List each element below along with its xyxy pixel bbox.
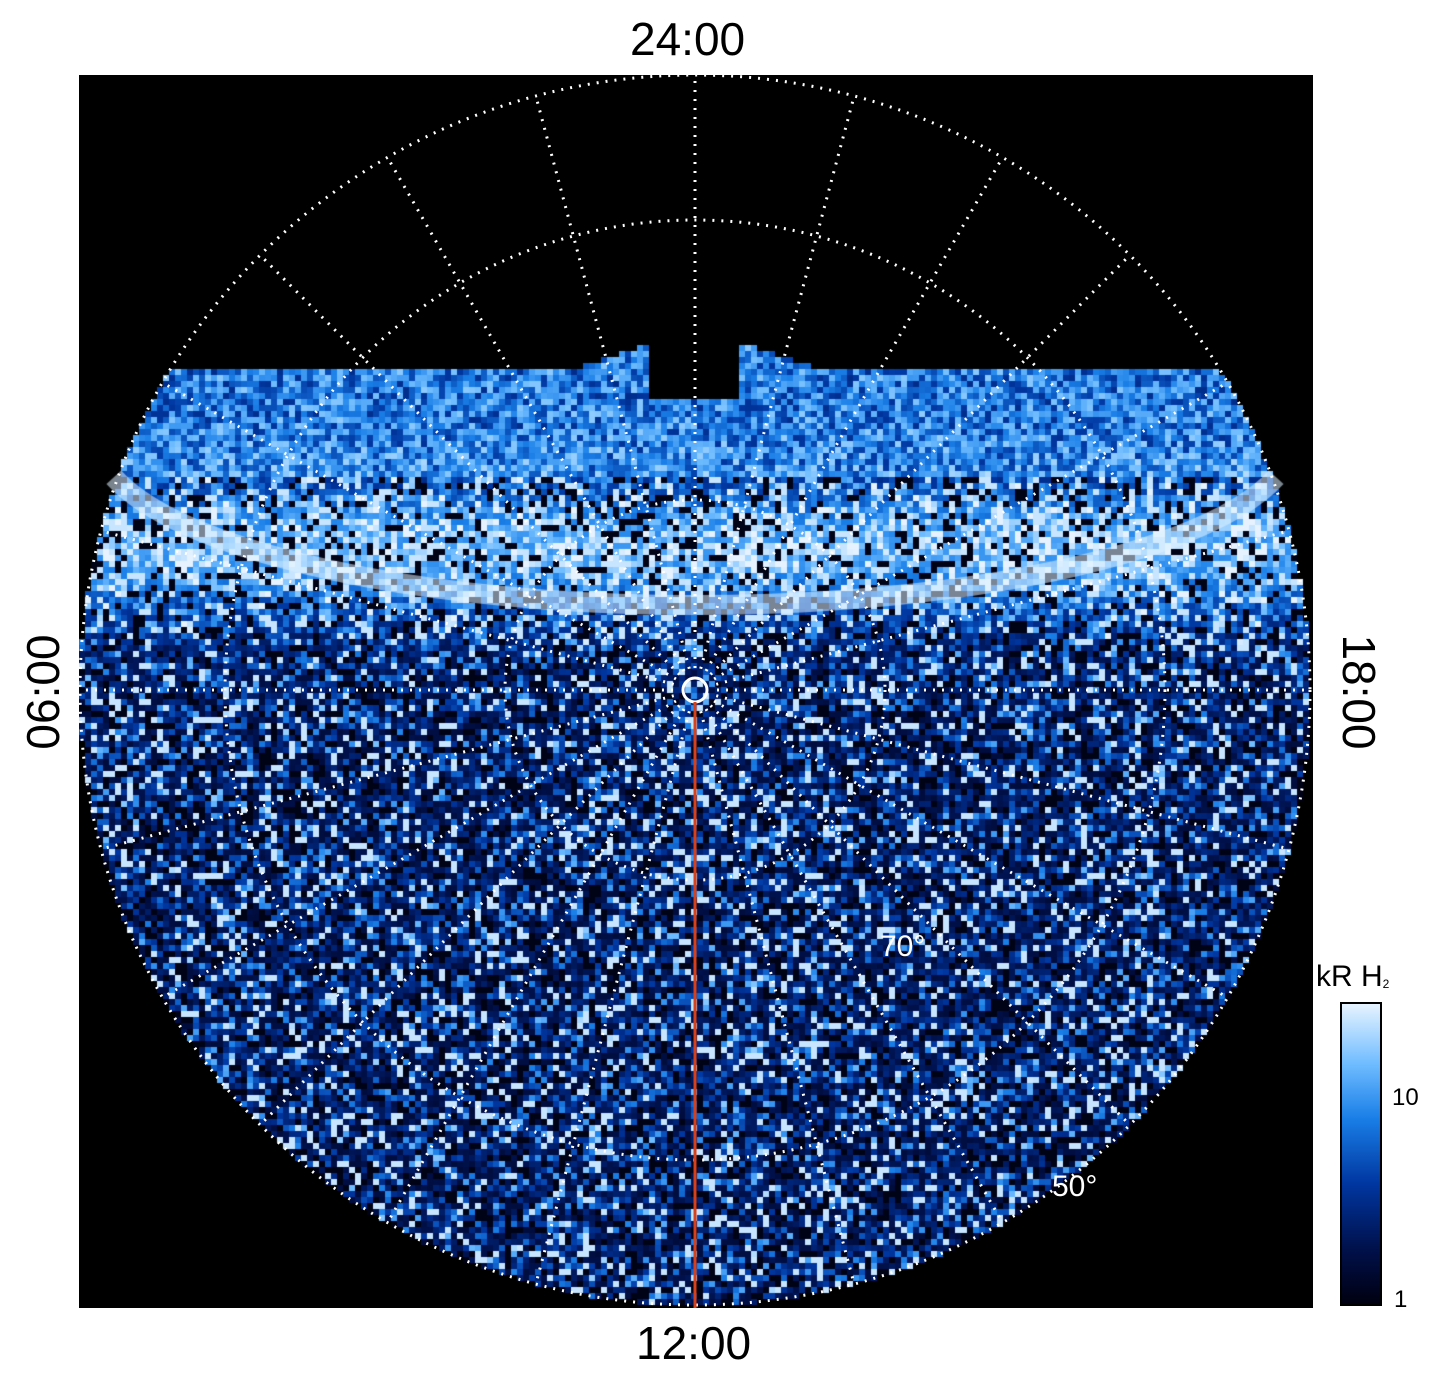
local-time-meridian — [713, 699, 1229, 999]
latitude-circle — [681, 676, 709, 704]
local-time-meridian — [100, 529, 675, 686]
latitude-50-label: 50° — [1052, 1170, 1098, 1203]
polar-grid — [79, 75, 1312, 1308]
colorbar — [1340, 1002, 1382, 1306]
local-time-meridian — [709, 254, 1131, 676]
local-time-meridian — [715, 529, 1290, 686]
local-time-12-label: 12:00 — [636, 1317, 752, 1369]
local-time-meridian — [534, 95, 691, 670]
plot-frame — [79, 75, 1313, 1308]
local-time-meridian — [715, 694, 1290, 851]
local-time-meridian — [259, 254, 681, 676]
latitude-70-label: 70° — [880, 930, 926, 963]
local-time-meridian — [100, 694, 675, 851]
local-time-meridian — [699, 95, 856, 670]
local-time-meridian — [704, 708, 1004, 1224]
colorbar-unit: kR H — [1316, 960, 1383, 993]
latitude-circle — [79, 75, 1312, 1307]
local-time-meridian — [259, 704, 681, 1126]
local-time-meridian — [704, 156, 1004, 672]
local-time-meridian — [713, 381, 1229, 681]
local-time-06-label: 06:00 — [17, 634, 69, 750]
local-time-meridian — [161, 699, 677, 999]
local-time-meridian — [386, 156, 686, 672]
colorbar-title: kR H2 — [1316, 960, 1389, 994]
colorbar-tick-10: 10 — [1392, 1084, 1419, 1111]
local-time-meridian — [386, 708, 686, 1224]
local-time-meridian — [699, 710, 856, 1285]
colorbar-tick-1: 1 — [1394, 1286, 1408, 1313]
local-time-24-label: 24:00 — [630, 13, 746, 65]
colorbar-unit-subscript: 2 — [1382, 977, 1390, 991]
local-time-meridian — [161, 381, 677, 681]
local-time-meridian — [709, 704, 1131, 1126]
local-time-meridian — [534, 710, 691, 1285]
local-time-18-label: 18:00 — [1333, 634, 1385, 750]
